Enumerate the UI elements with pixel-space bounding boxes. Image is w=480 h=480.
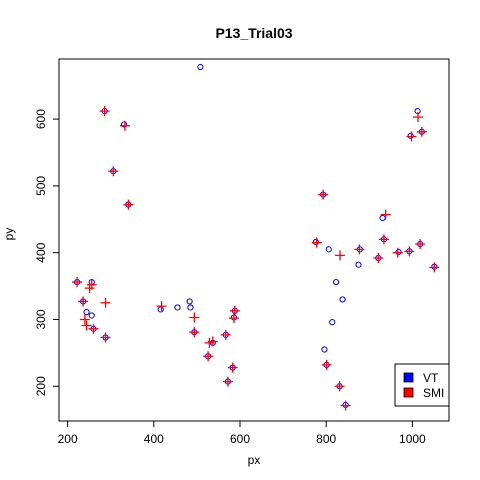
smi-data-point	[228, 313, 239, 324]
smi-data-point	[220, 329, 231, 340]
vt-data-point	[325, 246, 332, 253]
smi-data-point	[156, 301, 167, 312]
vt-data-point	[339, 296, 346, 303]
smi-data-point	[229, 305, 240, 316]
vt-data-point	[332, 278, 340, 286]
smi-data-point	[380, 209, 391, 220]
vt-data-point	[379, 214, 386, 222]
smi-data-point	[321, 359, 332, 370]
smi-data-point	[100, 297, 111, 308]
smi-data-point	[416, 126, 427, 137]
y-tick-label: 400	[34, 242, 48, 262]
y-axis: 200 300 400 500 600	[34, 109, 60, 396]
smi-data-point	[100, 332, 111, 343]
smi-data-point	[227, 362, 238, 373]
vt-data-point	[321, 346, 328, 353]
vt-data-point	[312, 238, 319, 246]
vt-data-point	[329, 319, 336, 326]
data-points	[72, 63, 440, 411]
x-tick-label: 200	[58, 432, 78, 446]
x-axis: 200 400 600 800 1000	[58, 420, 426, 446]
vt-data-point	[157, 306, 164, 313]
x-axis-label: px	[248, 453, 261, 467]
y-tick-label: 600	[34, 109, 48, 129]
vt-data-point	[355, 261, 362, 268]
vt-data-point	[186, 298, 193, 305]
smi-data-point	[222, 376, 233, 387]
smi-data-point	[340, 400, 351, 411]
smi-data-point	[334, 381, 345, 392]
smi-data-point	[354, 244, 365, 255]
smi-data-point	[88, 323, 99, 334]
legend-swatch-smi	[403, 387, 414, 398]
x-tick-label: 800	[316, 432, 336, 446]
y-axis-label: py	[2, 228, 16, 241]
chart-title: P13_Trial03	[215, 25, 292, 41]
vt-data-point	[88, 312, 95, 319]
smi-data-point	[203, 351, 214, 362]
x-tick-label: 600	[230, 432, 250, 446]
smi-data-point	[412, 112, 423, 123]
smi-data-point	[318, 189, 329, 200]
smi-data-point	[207, 336, 218, 347]
smi-data-point	[99, 106, 110, 117]
smi-data-point	[415, 239, 426, 250]
smi-data-point	[373, 253, 384, 264]
smi-data-point	[189, 312, 200, 323]
legend-label-vt: VT	[423, 371, 439, 385]
smi-data-point	[79, 314, 90, 325]
y-tick-label: 200	[34, 376, 48, 396]
y-tick-label: 500	[34, 176, 48, 196]
smi-data-point	[123, 199, 134, 210]
smi-data-point	[392, 247, 403, 258]
smi-data-point	[81, 320, 92, 331]
legend-swatch-vt	[403, 372, 414, 383]
smi-data-point	[378, 234, 389, 245]
smi-data-point	[72, 277, 83, 288]
vt-data-point	[197, 63, 204, 71]
smi-data-point	[189, 327, 200, 338]
smi-data-point	[406, 131, 417, 142]
vt-data-point	[83, 309, 90, 316]
smi-data-point	[429, 262, 440, 273]
y-tick-label: 300	[34, 309, 48, 329]
vt-data-point	[187, 304, 194, 311]
x-tick-label: 400	[144, 432, 164, 446]
smi-data-point	[404, 246, 415, 257]
legend-box	[394, 363, 450, 407]
smi-data-point	[108, 166, 119, 177]
vt-data-point	[120, 121, 128, 128]
legend-label-smi: SMI	[423, 386, 444, 400]
smi-data-point	[86, 279, 97, 290]
vt-data-point	[395, 248, 402, 256]
vt-data-point	[174, 304, 181, 311]
vt-data-point	[407, 132, 414, 139]
smi-data-point	[78, 296, 89, 307]
smi-data-point	[119, 120, 130, 131]
plot-area-frame	[58, 58, 450, 422]
x-tick-label: 1000	[399, 432, 426, 446]
smi-data-point	[334, 250, 345, 261]
smi-data-point	[311, 237, 322, 248]
